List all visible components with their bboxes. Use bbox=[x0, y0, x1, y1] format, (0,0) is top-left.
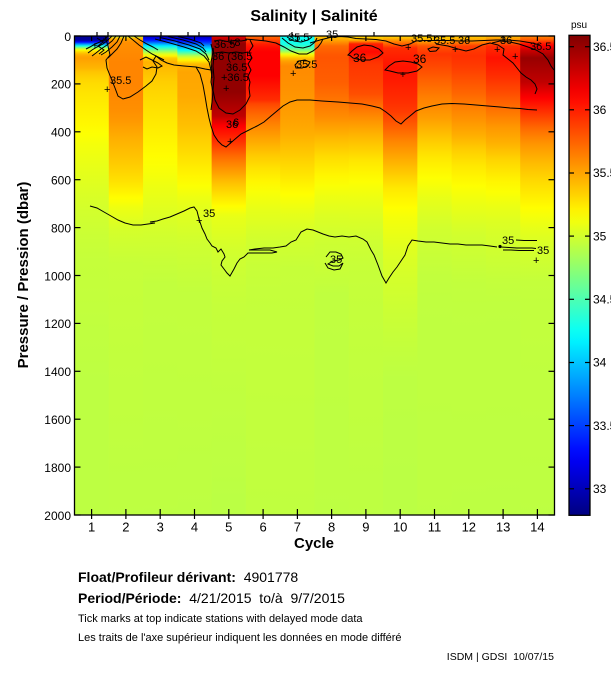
svg-text:Cycle: Cycle bbox=[294, 535, 334, 552]
svg-text:7: 7 bbox=[294, 520, 301, 535]
svg-text:ISDM | GDSI 10/07/15: ISDM | GDSI 10/07/15 bbox=[447, 651, 554, 663]
svg-text:600: 600 bbox=[51, 174, 71, 188]
svg-text:36: 36 bbox=[226, 119, 238, 131]
svg-text:35: 35 bbox=[537, 245, 549, 257]
svg-text:36: 36 bbox=[593, 103, 607, 117]
svg-text:400: 400 bbox=[51, 126, 71, 140]
svg-text:35: 35 bbox=[593, 229, 607, 243]
svg-text:800: 800 bbox=[51, 221, 71, 235]
svg-text:34.5: 34.5 bbox=[593, 293, 611, 307]
svg-text:35.5: 35.5 bbox=[434, 35, 455, 47]
svg-text:1600: 1600 bbox=[44, 413, 71, 427]
svg-text:35: 35 bbox=[330, 254, 342, 266]
svg-text:+: + bbox=[92, 41, 98, 52]
svg-text:36.5: 36.5 bbox=[226, 62, 247, 74]
svg-text:35: 35 bbox=[203, 208, 215, 220]
svg-text:4: 4 bbox=[191, 520, 198, 535]
svg-text:36.5: 36.5 bbox=[593, 40, 611, 54]
svg-text:35.5: 35.5 bbox=[593, 166, 611, 180]
svg-text:Les traits de l'axe supérieur: Les traits de l'axe supérieur indiquent … bbox=[78, 632, 402, 644]
svg-text:+: + bbox=[101, 36, 107, 47]
svg-text:36: 36 bbox=[500, 35, 512, 47]
svg-text:+: + bbox=[405, 42, 411, 54]
svg-text:8: 8 bbox=[328, 520, 335, 535]
svg-text:1: 1 bbox=[88, 520, 95, 535]
svg-text:2: 2 bbox=[122, 520, 129, 535]
svg-text:+: + bbox=[290, 68, 296, 80]
svg-text:9: 9 bbox=[362, 520, 369, 535]
svg-text:+: + bbox=[400, 70, 406, 81]
svg-text:+36.5: +36.5 bbox=[221, 72, 249, 84]
svg-text:35.5: 35.5 bbox=[296, 59, 317, 71]
svg-text:0: 0 bbox=[64, 30, 71, 44]
svg-text:+: + bbox=[227, 136, 233, 148]
svg-text:36.5: 36.5 bbox=[530, 41, 551, 53]
svg-text:10: 10 bbox=[393, 520, 407, 535]
svg-text:200: 200 bbox=[51, 78, 71, 92]
svg-text:1200: 1200 bbox=[44, 317, 71, 331]
svg-text:13: 13 bbox=[496, 520, 510, 535]
svg-text:+: + bbox=[196, 215, 202, 227]
svg-text:34: 34 bbox=[593, 356, 607, 370]
svg-text:12: 12 bbox=[462, 520, 476, 535]
svg-text:35.5: 35.5 bbox=[288, 32, 309, 44]
svg-text:+8: +8 bbox=[228, 37, 241, 49]
svg-text:+: + bbox=[512, 51, 518, 63]
svg-text:Pressure / Pression (dbar): Pressure / Pression (dbar) bbox=[15, 182, 32, 369]
svg-text:33.5: 33.5 bbox=[593, 419, 611, 433]
svg-text:+: + bbox=[533, 255, 539, 267]
svg-text:Period/Période: 4/21/2015 to: Period/Période: 4/21/2015 to/à 9/7/2015 bbox=[78, 590, 345, 606]
svg-text:1800: 1800 bbox=[44, 461, 71, 475]
svg-text:+: + bbox=[104, 84, 110, 96]
svg-text:36: 36 bbox=[413, 52, 427, 66]
svg-text:14: 14 bbox=[530, 520, 544, 535]
svg-text:36 (36.5: 36 (36.5 bbox=[212, 51, 252, 63]
svg-text:1000: 1000 bbox=[44, 269, 71, 283]
svg-text:+: + bbox=[452, 44, 458, 56]
svg-text:36.5: 36.5 bbox=[214, 39, 235, 51]
svg-text:Salinity | Salinité: Salinity | Salinité bbox=[250, 8, 377, 25]
svg-text:35.5: 35.5 bbox=[110, 75, 131, 87]
svg-text:36: 36 bbox=[353, 51, 367, 65]
svg-text:3: 3 bbox=[157, 520, 164, 535]
svg-text:6: 6 bbox=[233, 117, 239, 129]
svg-text:35: 35 bbox=[326, 29, 338, 41]
svg-text:11: 11 bbox=[428, 520, 442, 535]
svg-text:+: + bbox=[223, 83, 229, 95]
svg-text:1400: 1400 bbox=[44, 365, 71, 379]
svg-text:+: + bbox=[494, 44, 500, 56]
svg-text:5: 5 bbox=[225, 520, 232, 535]
svg-text:psu: psu bbox=[571, 20, 587, 31]
svg-text:35.5: 35.5 bbox=[411, 33, 432, 45]
svg-text:2000: 2000 bbox=[44, 509, 71, 523]
svg-text:6: 6 bbox=[259, 520, 266, 535]
svg-text:36: 36 bbox=[458, 35, 470, 47]
svg-text:33: 33 bbox=[593, 482, 607, 496]
svg-text:Tick marks at top indicate sta: Tick marks at top indicate stations with… bbox=[78, 613, 363, 625]
svg-text:Float/Profileur dérivant: 490: Float/Profileur dérivant: 4901778 bbox=[78, 569, 298, 585]
svg-text:35: 35 bbox=[502, 235, 514, 247]
